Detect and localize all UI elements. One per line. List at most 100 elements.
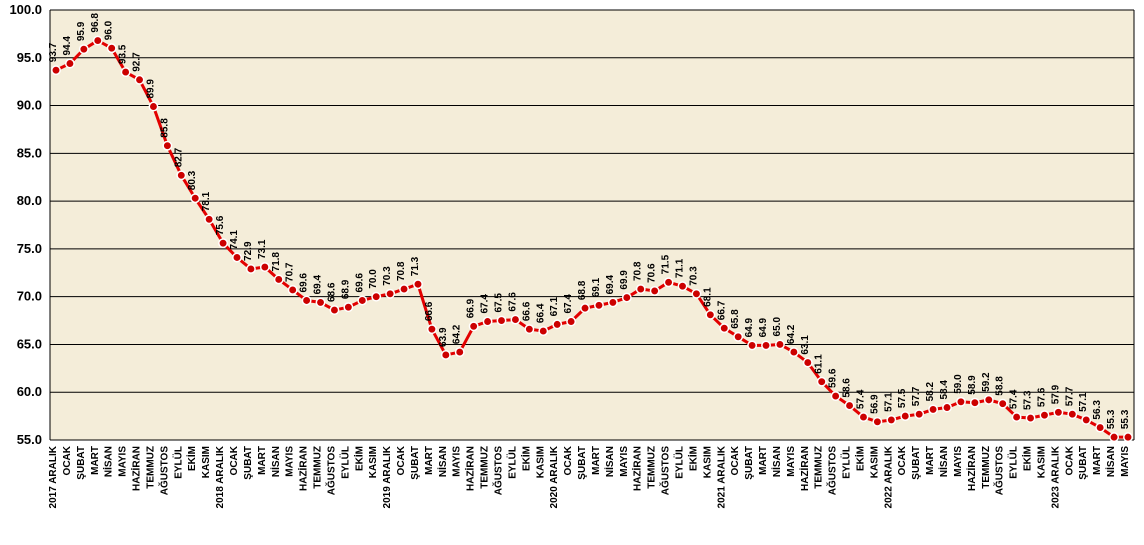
value-label: 82.7 [173, 147, 184, 167]
value-label: 57.7 [911, 386, 922, 406]
x-axis-label: NİSAN [269, 446, 282, 477]
x-axis-label: HAZİRAN [798, 446, 811, 491]
data-marker [887, 416, 895, 424]
value-label: 67.4 [480, 294, 491, 314]
x-axis-label: KASIM [702, 446, 713, 478]
x-axis-label: AĞUSTOS [659, 446, 672, 496]
x-axis-label: MAYIS [953, 446, 964, 477]
data-marker [804, 358, 812, 366]
data-marker [678, 282, 686, 290]
data-marker [1068, 410, 1076, 418]
value-label: 70.8 [396, 261, 407, 281]
x-axis-label: HAZİRAN [130, 446, 143, 491]
data-marker [623, 293, 631, 301]
data-marker [539, 327, 547, 335]
x-axis-label: MAYIS [786, 446, 797, 477]
x-axis-label: 2017 ARALIK [48, 445, 59, 508]
data-marker [985, 396, 993, 404]
value-label: 69.6 [299, 273, 310, 293]
value-label: 57.4 [855, 389, 866, 409]
x-axis-label: NİSAN [1104, 446, 1117, 477]
value-label: 69.4 [605, 274, 616, 294]
value-label: 93.7 [48, 42, 59, 62]
data-marker [581, 304, 589, 312]
x-axis-label: 2022 ARALIK [883, 445, 894, 508]
data-marker [247, 265, 255, 273]
x-axis-label: TEMMUZ [145, 446, 156, 489]
x-axis-label: MAYIS [285, 446, 296, 477]
value-label: 57.3 [1023, 390, 1034, 410]
value-label: 61.1 [814, 354, 825, 374]
value-label: 68.8 [577, 280, 588, 300]
x-axis-label: MART [925, 446, 936, 475]
data-marker [456, 348, 464, 356]
value-label: 64.9 [758, 317, 769, 337]
x-axis-label: EYLÜL [338, 446, 351, 479]
x-axis-label: MAYIS [619, 446, 630, 477]
x-axis-label: MAYIS [118, 446, 129, 477]
value-label: 89.9 [145, 79, 156, 99]
data-marker [734, 333, 742, 341]
data-marker [149, 102, 157, 110]
x-axis-label: ŞUBAT [744, 446, 755, 480]
x-axis-label: ŞUBAT [1078, 446, 1089, 480]
x-axis-label: 2023 ARALIK [1050, 445, 1061, 508]
data-marker [358, 296, 366, 304]
value-label: 68.9 [340, 279, 351, 299]
x-axis-label: HAZİRAN [297, 446, 310, 491]
data-marker [511, 315, 519, 323]
value-label: 57.1 [1078, 392, 1089, 412]
value-label: 70.7 [285, 262, 296, 282]
data-marker [957, 398, 965, 406]
x-axis-label: ŞUBAT [243, 446, 254, 480]
x-axis-label: AĞUSTOS [324, 446, 337, 496]
x-axis-label: EKİM [519, 446, 532, 471]
value-label: 96.8 [90, 13, 101, 33]
value-label: 71.5 [661, 254, 672, 274]
value-label: 68.1 [702, 287, 713, 307]
value-label: 64.9 [744, 317, 755, 337]
value-label: 70.0 [368, 269, 379, 289]
x-axis-label: TEMMUZ [647, 446, 658, 489]
value-label: 71.1 [674, 258, 685, 278]
data-marker [275, 275, 283, 283]
x-axis-label: EYLÜL [171, 446, 184, 479]
value-label: 55.3 [1106, 409, 1117, 429]
x-axis-label: EYLÜL [672, 446, 685, 479]
value-label: 66.4 [535, 303, 546, 323]
value-label: 58.2 [925, 382, 936, 402]
data-marker [901, 412, 909, 420]
value-label: 56.3 [1092, 400, 1103, 420]
value-label: 57.6 [1036, 387, 1047, 407]
value-label: 63.9 [438, 327, 449, 347]
value-label: 63.1 [800, 335, 811, 355]
y-axis-label: 75.0 [17, 241, 42, 256]
x-axis-label: NİSAN [436, 446, 449, 477]
data-marker [553, 320, 561, 328]
data-marker [469, 322, 477, 330]
data-marker [386, 290, 394, 298]
x-axis-label: MART [591, 446, 602, 475]
x-axis-label: 2021 ARALIK [716, 445, 727, 508]
x-axis-label: MART [1092, 446, 1103, 475]
data-marker [929, 405, 937, 413]
data-marker [859, 413, 867, 421]
data-marker [428, 325, 436, 333]
x-axis-label: MART [90, 446, 101, 475]
x-axis-label: HAZİRAN [631, 446, 644, 491]
value-label: 64.2 [786, 324, 797, 344]
data-marker [706, 311, 714, 319]
data-marker [943, 403, 951, 411]
x-axis-label: NİSAN [937, 446, 950, 477]
x-axis-label: MAYIS [452, 446, 463, 477]
data-marker [330, 306, 338, 314]
data-marker [191, 194, 199, 202]
data-marker [163, 141, 171, 149]
data-marker [233, 253, 241, 261]
data-marker [121, 68, 129, 76]
data-marker [776, 340, 784, 348]
x-axis-label: MART [424, 446, 435, 475]
data-marker [219, 239, 227, 247]
value-label: 56.9 [869, 394, 880, 414]
value-label: 69.1 [591, 277, 602, 297]
